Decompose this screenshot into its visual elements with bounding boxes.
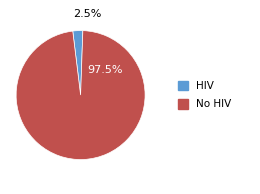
Wedge shape: [73, 31, 83, 95]
Legend: HIV, No HIV: HIV, No HIV: [174, 78, 235, 113]
Wedge shape: [16, 31, 145, 159]
Text: 97.5%: 97.5%: [88, 65, 123, 75]
Text: 2.5%: 2.5%: [73, 9, 101, 19]
